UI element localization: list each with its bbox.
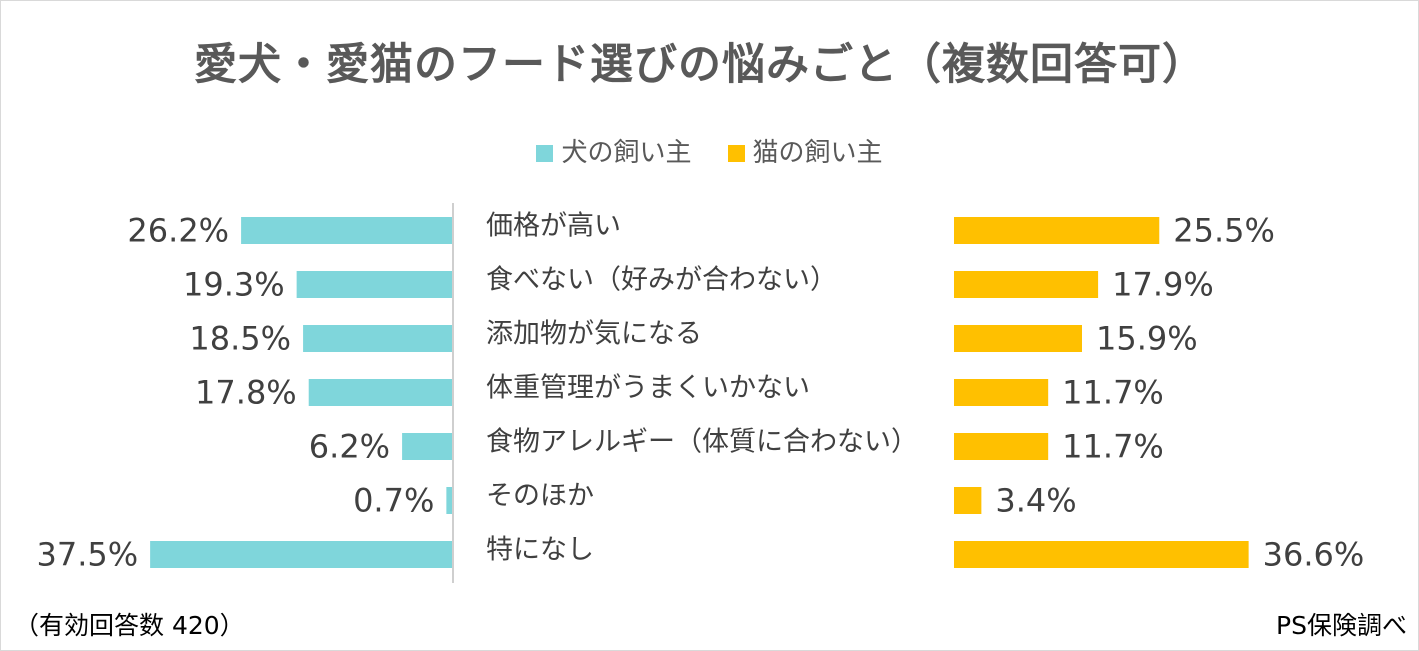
bar-dog-0 xyxy=(241,217,452,244)
data-label-dog-5: 0.7% xyxy=(353,482,434,520)
bar-dog-3 xyxy=(308,379,452,406)
category-label-4: 食物アレルギー（体質に合わない） xyxy=(486,427,918,458)
legend-label-dog: 犬の飼い主 xyxy=(561,138,692,168)
bar-dog-1 xyxy=(296,271,452,298)
bar-cat-0 xyxy=(954,217,1160,244)
category-label-6: 特になし xyxy=(486,535,594,566)
data-label-cat-0: 25.5% xyxy=(1173,212,1275,250)
bar-cat-6 xyxy=(954,541,1249,568)
source-note: PS保険調べ xyxy=(1276,611,1407,640)
data-label-dog-1: 19.3% xyxy=(183,266,285,304)
legend-label-cat: 猫の飼い主 xyxy=(752,138,883,168)
category-label-3: 体重管理がうまくいかない xyxy=(486,373,810,404)
data-label-cat-2: 15.9% xyxy=(1096,320,1198,358)
respondent-count-note: （有効回答数 420） xyxy=(14,611,245,640)
bar-dog-4 xyxy=(402,433,452,460)
data-label-cat-3: 11.7% xyxy=(1062,374,1164,412)
bar-dog-2 xyxy=(303,325,452,352)
bar-dog-5 xyxy=(446,487,452,514)
category-label-5: そのほか xyxy=(486,481,594,512)
chart-title: 愛犬・愛猫のフード選びの悩みごと（複数回答可） xyxy=(194,40,1206,90)
data-label-dog-2: 18.5% xyxy=(189,320,291,358)
legend-swatch-dog xyxy=(536,145,554,162)
data-label-cat-6: 36.6% xyxy=(1263,536,1365,574)
data-label-dog-6: 37.5% xyxy=(36,536,138,574)
bar-cat-3 xyxy=(954,379,1049,406)
legend-item-dog: 犬の飼い主 xyxy=(536,132,692,169)
data-label-dog-3: 17.8% xyxy=(195,374,297,412)
legend-swatch-cat xyxy=(727,145,745,162)
bar-cat-2 xyxy=(954,325,1082,352)
bar-dog-6 xyxy=(150,541,452,568)
bar-cat-5 xyxy=(954,487,982,514)
data-label-dog-0: 26.2% xyxy=(127,212,229,250)
bar-cat-4 xyxy=(954,433,1049,460)
data-label-cat-4: 11.7% xyxy=(1062,428,1164,466)
legend: 犬の飼い主 猫の飼い主 xyxy=(0,132,1419,169)
data-label-cat-5: 3.4% xyxy=(995,482,1076,520)
data-label-dog-4: 6.2% xyxy=(309,428,390,466)
data-label-cat-1: 17.9% xyxy=(1112,266,1214,304)
bar-cat-1 xyxy=(954,271,1099,298)
legend-item-cat: 猫の飼い主 xyxy=(727,132,883,169)
category-label-0: 価格が高い xyxy=(486,211,621,242)
category-label-1: 食べない（好みが合わない） xyxy=(486,265,837,296)
category-label-2: 添加物が気になる xyxy=(486,319,702,350)
